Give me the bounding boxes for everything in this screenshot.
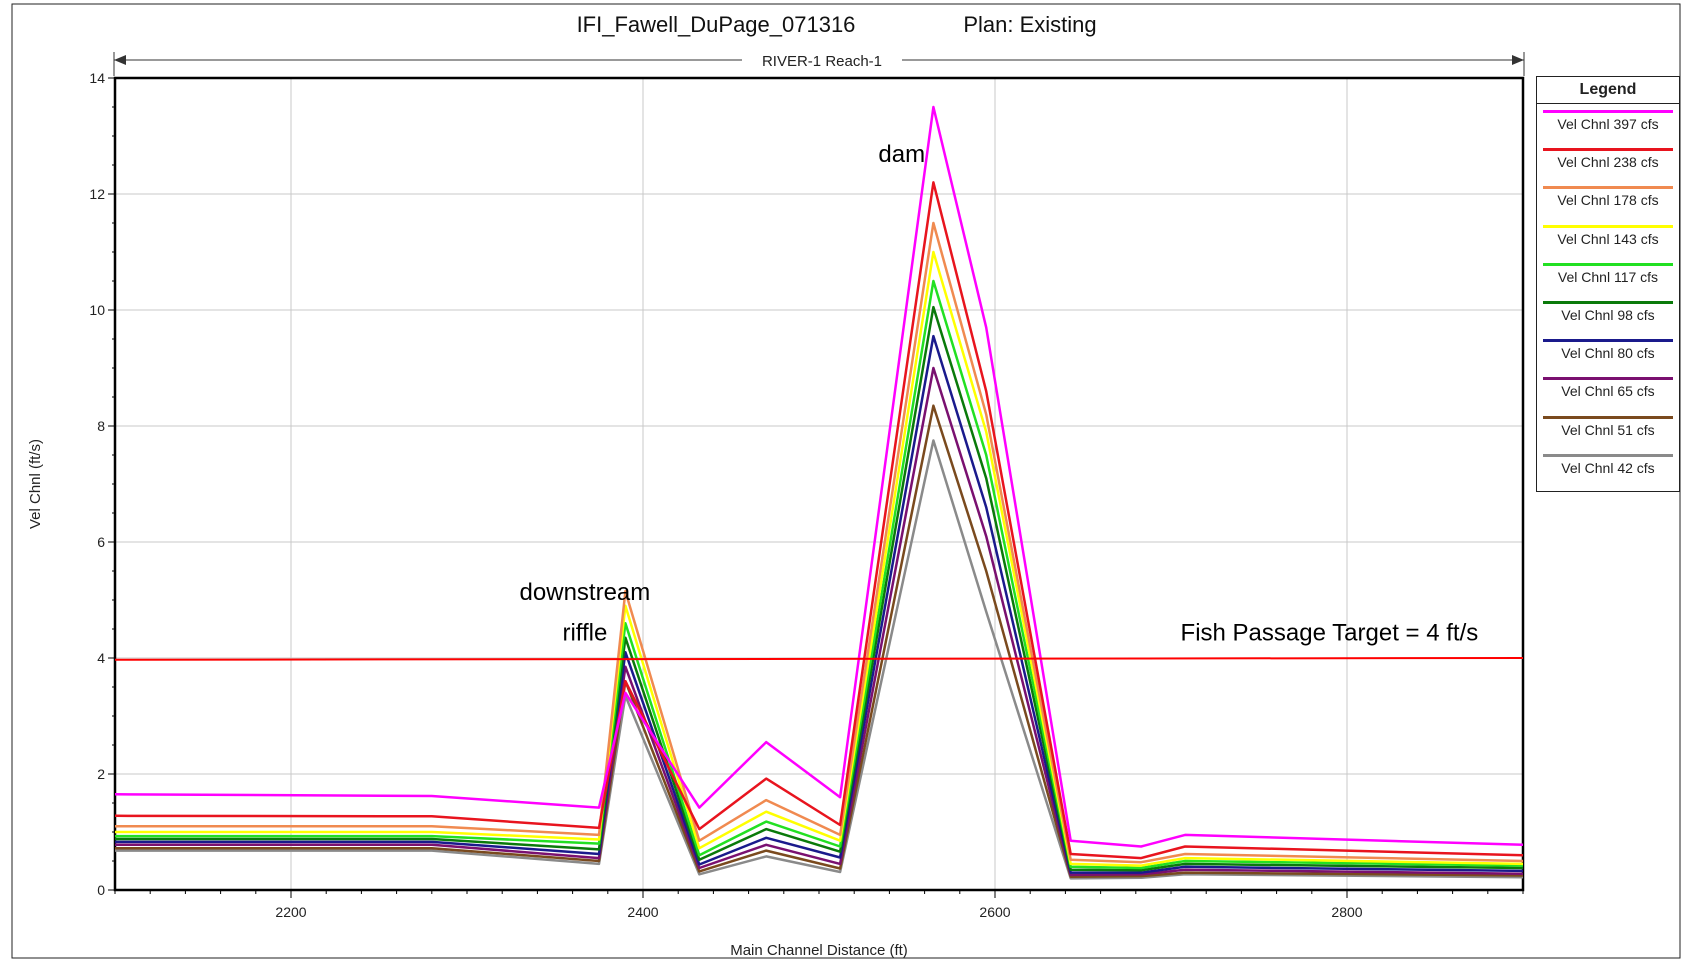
series-line-1 — [114, 181, 1524, 860]
legend-label: Vel Chnl 51 cfs — [1561, 421, 1655, 438]
annotation-1: downstream — [520, 579, 651, 606]
series-line-0 — [114, 105, 1524, 848]
legend-label: Vel Chnl 117 cfs — [1557, 268, 1659, 285]
plot-frame — [113, 76, 1525, 892]
reach-arrow-left — [114, 55, 126, 65]
series-line-3 — [115, 250, 1524, 867]
x-axis-title: Main Channel Distance (ft) — [730, 942, 908, 959]
legend-item: Vel Chnl 143 cfs — [1537, 219, 1679, 257]
legend-label: Vel Chnl 397 cfs — [1557, 116, 1659, 132]
legend-swatch — [1543, 377, 1673, 381]
legend: Legend Vel Chnl 397 cfs Vel Chnl 238 cfs V… — [1536, 76, 1680, 492]
x-tick-label: 2800 — [1331, 904, 1362, 920]
series-line-7 — [115, 366, 1524, 877]
legend-swatch — [1543, 262, 1673, 266]
annotation-2: riffle — [562, 620, 607, 647]
reach-arrow-right — [1512, 55, 1524, 65]
legend-swatch — [1543, 415, 1673, 419]
y-tick-label: 6 — [97, 534, 105, 550]
legend-label: Vel Chnl 80 cfs — [1561, 345, 1655, 362]
series-line-6 — [115, 334, 1524, 874]
legend-label: Vel Chnl 238 cfs — [1557, 154, 1659, 171]
reach-label-bg — [742, 50, 902, 70]
legend-label: Vel Chnl 65 cfs — [1561, 383, 1655, 400]
legend-swatch — [1543, 110, 1673, 113]
legend-item: Vel Chnl 51 cfs — [1537, 410, 1679, 448]
legend-item: Vel Chnl 178 cfs — [1537, 180, 1679, 218]
x-tick-label: 2400 — [627, 904, 658, 920]
legend-item: Vel Chnl 98 cfs — [1537, 295, 1679, 333]
x-tick-label: 2200 — [275, 904, 306, 920]
y-tick-label: 2 — [97, 766, 105, 782]
chart-title: IFI_Fawell_DuPage_071316 — [577, 12, 856, 37]
chart-plan: Plan: Existing — [963, 12, 1096, 37]
legend-swatch — [1543, 224, 1673, 228]
legend-label: Vel Chnl 98 cfs — [1561, 306, 1655, 323]
y-tick-label: 4 — [97, 650, 105, 666]
legend-item: Vel Chnl 42 cfs — [1537, 448, 1679, 486]
series-line-4 — [115, 279, 1524, 870]
y-tick-label: 0 — [97, 882, 105, 898]
y-tick-label: 8 — [97, 418, 105, 434]
series-line-2 — [115, 221, 1524, 864]
series-line-5 — [115, 305, 1524, 872]
series-line-9 — [115, 439, 1524, 880]
legend-item: Vel Chnl 80 cfs — [1537, 333, 1679, 371]
legend-item: Vel Chnl 397 cfs — [1537, 104, 1679, 142]
legend-swatch — [1543, 339, 1673, 343]
legend-label: Vel Chnl 42 cfs — [1561, 459, 1655, 476]
x-tick-label: 2600 — [979, 904, 1010, 920]
legend-swatch — [1543, 300, 1673, 304]
y-axis-title: Vel Chnl (ft/s) — [27, 439, 44, 529]
legend-swatch — [1543, 186, 1673, 190]
y-tick-label: 10 — [89, 302, 105, 318]
y-tick-label: 14 — [89, 70, 105, 86]
outer-frame — [11, 3, 1681, 959]
series-line-8 — [115, 404, 1524, 878]
legend-item: Vel Chnl 65 cfs — [1537, 371, 1679, 409]
legend-item: Vel Chnl 238 cfs — [1537, 142, 1679, 180]
legend-label: Vel Chnl 178 cfs — [1557, 192, 1659, 209]
annotation-3: Fish Passage Target = 4 ft/s — [1181, 620, 1479, 647]
fish-target-line — [114, 657, 1524, 661]
annotation-0: dam — [878, 141, 925, 168]
legend-swatch — [1543, 148, 1673, 152]
legend-swatch — [1543, 453, 1673, 457]
legend-label: Vel Chnl 143 cfs — [1557, 230, 1659, 247]
legend-title: Legend — [1537, 77, 1679, 104]
reach-label: RIVER-1 Reach-1 — [762, 53, 882, 70]
legend-item: Vel Chnl 117 cfs — [1537, 257, 1679, 295]
y-tick-label: 12 — [89, 186, 105, 202]
